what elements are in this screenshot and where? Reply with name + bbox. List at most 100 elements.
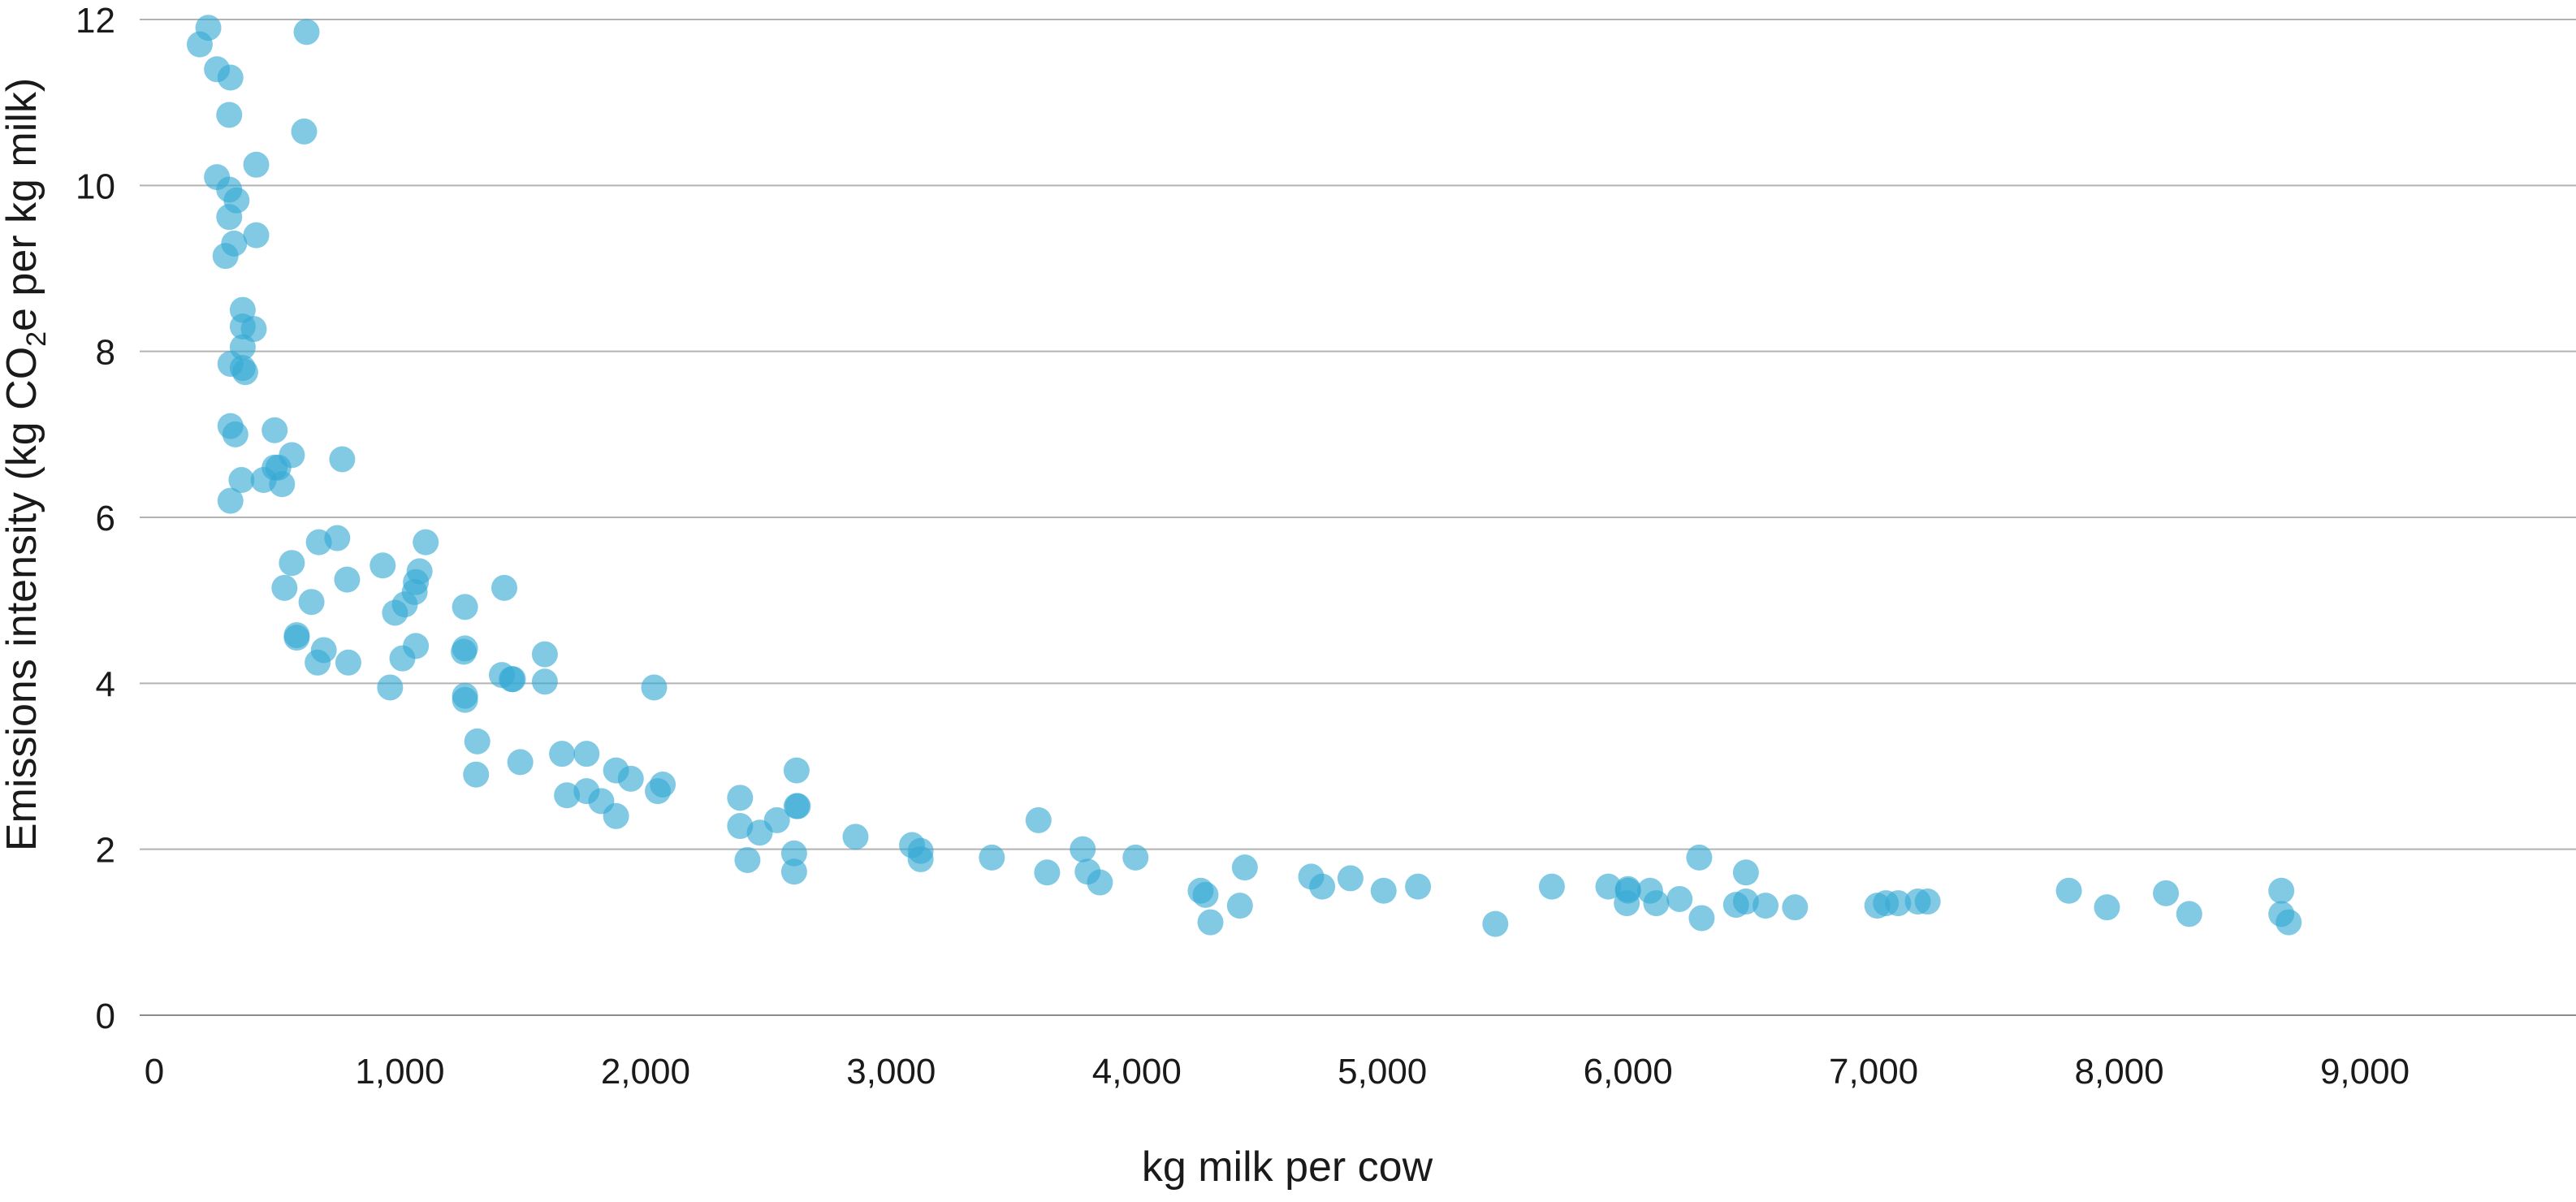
data-point — [780, 858, 807, 885]
data-point — [382, 599, 408, 626]
data-point — [283, 625, 310, 651]
data-point — [1197, 909, 1224, 936]
data-point — [2176, 901, 2202, 927]
y-axis-title-main: Emissions intensity (kg CO — [0, 347, 45, 851]
data-point — [2276, 909, 2302, 936]
data-point — [195, 15, 222, 41]
data-point — [279, 550, 305, 577]
x-tick-label: 7,000 — [1829, 1052, 1918, 1092]
data-point — [727, 785, 754, 811]
data-point — [451, 638, 478, 665]
data-point — [746, 819, 773, 846]
data-point — [507, 749, 534, 776]
data-point — [1914, 889, 1941, 915]
data-point — [907, 845, 934, 872]
x-tick-label: 6,000 — [1584, 1052, 1673, 1092]
data-point — [499, 666, 526, 693]
x-axis-title: kg milk per cow — [1142, 1144, 1433, 1191]
data-point — [335, 649, 361, 676]
data-point — [1686, 844, 1713, 871]
data-point — [1885, 890, 1912, 917]
data-point — [305, 529, 332, 556]
data-point — [329, 446, 356, 473]
data-point — [243, 222, 270, 249]
data-point — [217, 64, 244, 91]
data-point — [1337, 865, 1364, 892]
data-point — [1782, 894, 1809, 921]
data-point — [1370, 877, 1397, 904]
data-point — [1025, 806, 1052, 833]
x-tick-label: 2,000 — [601, 1052, 690, 1092]
data-point — [783, 757, 810, 784]
data-point — [842, 824, 869, 850]
y-tick-label: 12 — [76, 1, 115, 41]
data-point — [727, 813, 754, 840]
x-tick-label: 1,000 — [355, 1052, 444, 1092]
data-point — [603, 802, 629, 829]
data-point — [1595, 873, 1622, 900]
data-point — [1538, 873, 1565, 900]
data-point — [370, 552, 396, 579]
data-point — [1732, 889, 1759, 915]
data-point — [217, 487, 244, 514]
data-point — [780, 840, 807, 867]
data-point — [784, 793, 811, 819]
data-point — [243, 151, 270, 178]
data-point — [452, 686, 478, 713]
data-point — [1482, 910, 1509, 937]
data-point — [261, 417, 288, 443]
data-point — [463, 761, 490, 788]
x-tick-label: 4,000 — [1092, 1052, 1182, 1092]
data-point — [464, 728, 491, 754]
data-point — [1226, 893, 1253, 919]
x-axis-tick-labels: 0 1,000 2,000 3,000 4,000 5,000 6,000 7,000 8,00… — [145, 1052, 2410, 1092]
data-point — [222, 421, 249, 448]
x-tick-label: 3,000 — [846, 1052, 936, 1092]
data-point — [1034, 859, 1061, 886]
data-point — [271, 574, 298, 601]
data-point — [1666, 885, 1693, 912]
data-point — [491, 574, 517, 601]
x-tick-label: 8,000 — [2075, 1052, 2164, 1092]
data-point — [554, 782, 581, 809]
y-axis-tick-labels: 0 2 4 6 8 10 12 — [76, 1, 115, 1036]
y-axis-title-rest: e per kg milk) — [0, 78, 45, 331]
data-point — [645, 778, 672, 805]
data-point — [1405, 873, 1432, 900]
y-tick-label: 0 — [96, 997, 115, 1036]
data-point — [1231, 854, 1258, 881]
data-point — [1753, 893, 1779, 919]
y-tick-label: 2 — [96, 831, 115, 871]
data-point — [293, 19, 320, 45]
data-point — [1614, 890, 1640, 917]
data-point — [291, 118, 318, 145]
data-point — [1643, 890, 1670, 917]
data-point — [2268, 877, 2295, 904]
data-point — [734, 846, 761, 873]
data-point — [549, 741, 576, 767]
data-point — [452, 594, 478, 620]
y-axis-title-subscript: 2 — [21, 331, 52, 347]
data-point — [212, 243, 239, 270]
y-tick-label: 10 — [76, 166, 115, 206]
data-point — [979, 844, 1005, 871]
data-point — [2094, 894, 2120, 921]
y-tick-label: 4 — [96, 664, 115, 704]
data-point — [305, 649, 331, 676]
data-point — [531, 641, 558, 668]
data-point — [1070, 836, 1096, 863]
data-point — [389, 645, 416, 672]
gridlines — [140, 19, 2576, 1016]
data-point — [1309, 873, 1336, 900]
data-point — [2153, 880, 2180, 906]
data-point — [641, 674, 668, 701]
data-point — [334, 566, 361, 593]
data-point — [531, 668, 558, 695]
data-point — [573, 741, 600, 767]
data-point — [1732, 859, 1759, 886]
data-point — [1192, 881, 1219, 908]
data-point — [216, 102, 243, 128]
data-point — [269, 471, 296, 498]
y-tick-label: 8 — [96, 333, 115, 373]
data-point — [228, 467, 255, 494]
